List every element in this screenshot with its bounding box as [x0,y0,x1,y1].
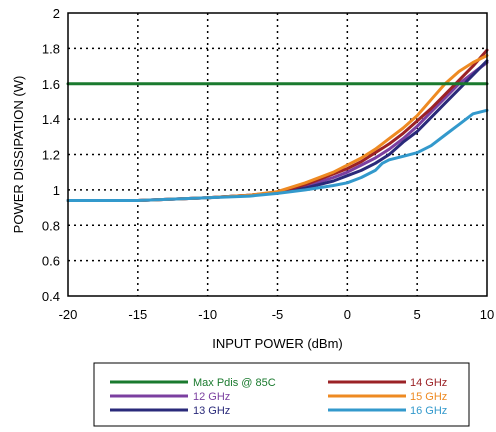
series-line-13-ghz [66,59,489,202]
x-tick-label: -10 [198,307,217,322]
x-tick-label: 5 [414,307,421,322]
tick-layer: -20 -15 -10 -5 0 5 10 0.4 0.6 0.8 1 1.2 1.4 1.6 1.8 2 [42,6,494,322]
legend-label-16-ghz: 16 GHz [410,405,447,417]
y-tick-label: 1.4 [42,112,60,127]
y-axis-title: POWER DISSIPATION (W) [11,76,26,234]
y-tick-label: 1.6 [42,77,60,92]
y-tick-label: 1.2 [42,148,60,163]
y-tick-label: 0.4 [42,289,60,304]
series-line-16-ghz [66,108,489,202]
y-tick-label: 0.8 [42,218,60,233]
y-tick-label: 2 [53,6,60,21]
series-layer [66,48,489,202]
legend-label-13-ghz: 13 GHz [193,405,230,417]
legend-box [93,362,470,427]
legend-label-12-ghz: 12 GHz [193,391,230,403]
legend-items: Max Pdis @ 85C 12 GHz 13 GHz 14 GHz 15 GHz 16… [110,377,447,417]
y-tick-label: 0.6 [42,254,60,269]
x-axis-title: INPUT POWER (dBm) [212,336,343,351]
y-tick-label: 1 [53,183,60,198]
x-tick-label: -20 [59,307,78,322]
x-tick-label: 0 [344,307,351,322]
legend-label-14-ghz: 14 GHz [410,377,447,389]
y-tick-label: 1.8 [42,41,60,56]
x-tick-label: -15 [128,307,147,322]
plot-frame [67,12,488,297]
legend-label-15-ghz: 15 GHz [410,391,447,403]
grid-layer [68,13,487,296]
x-tick-label: -5 [272,307,284,322]
legend-label-max-pdis-85c: Max Pdis @ 85C [193,377,276,389]
legend: Max Pdis @ 85C 12 GHz 13 GHz 14 GHz 15 GHz 16… [93,362,470,427]
x-tick-label: 10 [480,307,494,322]
